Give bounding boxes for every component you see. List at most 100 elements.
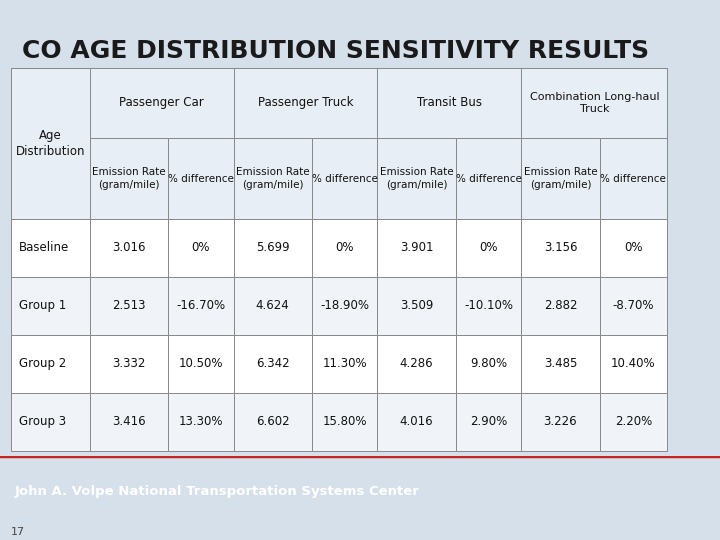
Bar — [11, 277, 90, 335]
Text: 0%: 0% — [192, 241, 210, 254]
Text: % difference: % difference — [168, 174, 234, 184]
Bar — [521, 277, 600, 335]
Bar — [168, 393, 233, 451]
Text: Group 1: Group 1 — [19, 299, 66, 312]
Text: % difference: % difference — [312, 174, 377, 184]
Bar — [168, 335, 233, 393]
Text: 6.602: 6.602 — [256, 415, 289, 428]
Bar — [456, 335, 521, 393]
Text: Emission Rate
(gram/mile): Emission Rate (gram/mile) — [92, 167, 166, 190]
Bar — [11, 393, 90, 451]
Text: -8.70%: -8.70% — [613, 299, 654, 312]
Bar — [312, 277, 377, 335]
Text: CO AGE DISTRIBUTION SENSITIVITY RESULTS: CO AGE DISTRIBUTION SENSITIVITY RESULTS — [22, 39, 649, 63]
Text: John A. Volpe National Transportation Systems Center: John A. Volpe National Transportation Sy… — [14, 485, 419, 498]
Text: 3.509: 3.509 — [400, 299, 433, 312]
Text: 0%: 0% — [336, 241, 354, 254]
Bar — [312, 219, 377, 277]
Bar — [168, 138, 233, 219]
Bar — [11, 335, 90, 393]
Text: 11.30%: 11.30% — [323, 357, 367, 370]
Bar — [521, 68, 667, 138]
Bar — [90, 68, 233, 138]
Bar — [521, 335, 600, 393]
Text: Group 3: Group 3 — [19, 415, 66, 428]
Bar — [90, 393, 168, 451]
Bar — [377, 138, 456, 219]
Text: -16.70%: -16.70% — [176, 299, 225, 312]
Bar — [521, 219, 600, 277]
Bar — [233, 393, 312, 451]
Text: 2.882: 2.882 — [544, 299, 577, 312]
Text: 5.699: 5.699 — [256, 241, 289, 254]
Bar — [377, 335, 456, 393]
Text: Passenger Car: Passenger Car — [120, 97, 204, 110]
Text: 10.40%: 10.40% — [611, 357, 656, 370]
Text: 2.20%: 2.20% — [615, 415, 652, 428]
Text: Baseline: Baseline — [19, 241, 69, 254]
Text: 3.332: 3.332 — [112, 357, 145, 370]
Bar — [11, 219, 90, 277]
Text: Passenger Truck: Passenger Truck — [258, 97, 354, 110]
Text: 0%: 0% — [624, 241, 643, 254]
Text: 9.80%: 9.80% — [470, 357, 507, 370]
Text: Combination Long-haul
Truck: Combination Long-haul Truck — [529, 92, 659, 114]
Bar — [90, 335, 168, 393]
Bar — [233, 219, 312, 277]
Bar — [377, 393, 456, 451]
Bar — [90, 277, 168, 335]
Bar — [456, 138, 521, 219]
Text: -18.90%: -18.90% — [320, 299, 369, 312]
Bar — [233, 138, 312, 219]
Text: Emission Rate
(gram/mile): Emission Rate (gram/mile) — [379, 167, 454, 190]
Text: 2.90%: 2.90% — [470, 415, 507, 428]
Bar — [456, 393, 521, 451]
Bar — [168, 277, 233, 335]
Bar — [11, 68, 90, 138]
Bar — [233, 68, 377, 138]
Bar — [168, 219, 233, 277]
Bar — [312, 335, 377, 393]
Bar — [600, 138, 667, 219]
Text: 3.016: 3.016 — [112, 241, 145, 254]
Text: Transit Bus: Transit Bus — [417, 97, 482, 110]
Text: 3.901: 3.901 — [400, 241, 433, 254]
Text: 4.286: 4.286 — [400, 357, 433, 370]
Bar — [90, 219, 168, 277]
Text: 3.226: 3.226 — [544, 415, 577, 428]
Text: 4.016: 4.016 — [400, 415, 433, 428]
Text: 15.80%: 15.80% — [323, 415, 367, 428]
Bar — [312, 393, 377, 451]
Text: 3.156: 3.156 — [544, 241, 577, 254]
Bar — [377, 68, 521, 138]
Bar — [456, 277, 521, 335]
Bar — [11, 68, 90, 219]
Text: % difference: % difference — [456, 174, 521, 184]
Text: -10.10%: -10.10% — [464, 299, 513, 312]
Text: Emission Rate
(gram/mile): Emission Rate (gram/mile) — [523, 167, 598, 190]
Bar — [600, 277, 667, 335]
Text: 6.342: 6.342 — [256, 357, 289, 370]
Text: 3.416: 3.416 — [112, 415, 145, 428]
Text: 0%: 0% — [480, 241, 498, 254]
Bar — [233, 277, 312, 335]
Text: 4.624: 4.624 — [256, 299, 289, 312]
Bar — [90, 138, 168, 219]
Bar — [600, 219, 667, 277]
Text: 13.30%: 13.30% — [179, 415, 223, 428]
Text: 3.485: 3.485 — [544, 357, 577, 370]
Text: % difference: % difference — [600, 174, 667, 184]
Text: 10.50%: 10.50% — [179, 357, 223, 370]
Bar — [521, 138, 600, 219]
Text: Age
Distribution: Age Distribution — [16, 129, 85, 158]
Bar — [377, 219, 456, 277]
Text: Emission Rate
(gram/mile): Emission Rate (gram/mile) — [236, 167, 310, 190]
Bar — [233, 335, 312, 393]
Bar — [600, 335, 667, 393]
Text: Group 2: Group 2 — [19, 357, 66, 370]
Bar — [521, 393, 600, 451]
Bar — [312, 138, 377, 219]
Bar — [377, 277, 456, 335]
Text: 2.513: 2.513 — [112, 299, 145, 312]
Text: 17: 17 — [11, 526, 25, 537]
